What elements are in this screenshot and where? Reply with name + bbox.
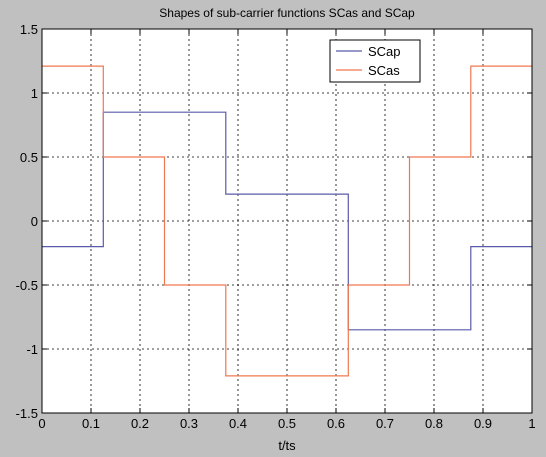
- y-tick-label: 0: [31, 214, 38, 229]
- y-tick-label: 1: [31, 86, 38, 101]
- x-tick-label: 0.3: [180, 416, 198, 431]
- legend-box: [329, 39, 421, 83]
- y-tick-label: -1.5: [16, 406, 38, 421]
- legend-label: SCap: [368, 44, 401, 59]
- x-axis-label: t/ts: [278, 438, 296, 453]
- x-tick-label: 0.7: [376, 416, 394, 431]
- series-line-scas: [42, 65, 532, 377]
- y-tick-label: 0.5: [20, 150, 38, 165]
- series-line-scap: [42, 111, 532, 331]
- chart-title: Shapes of sub-carrier functions SCas and…: [159, 6, 415, 20]
- legend: SCap SCas: [329, 39, 421, 83]
- y-tick-label: -1: [26, 342, 38, 357]
- x-tick-label: 0.8: [425, 416, 443, 431]
- axis-ticks: 0 0.1 0.2 0.3 0.4 0.5 0.6 0.7 0.8 0.9 1 -1.5 -1 -0.5 0…: [16, 22, 536, 431]
- x-tick-label: 0.9: [474, 416, 492, 431]
- x-tick-label: 0.2: [131, 416, 149, 431]
- x-tick-label: 0.4: [229, 416, 247, 431]
- legend-label: SCas: [368, 63, 400, 78]
- x-tick-label: 0: [38, 416, 45, 431]
- x-tick-label: 0.1: [82, 416, 100, 431]
- x-tick-label: 1: [528, 416, 535, 431]
- y-tick-label: 1.5: [20, 22, 38, 37]
- series-lines: [42, 65, 532, 377]
- x-tick-label: 0.5: [278, 416, 296, 431]
- x-tick-label: 0.6: [327, 416, 345, 431]
- y-tick-label: -0.5: [16, 278, 38, 293]
